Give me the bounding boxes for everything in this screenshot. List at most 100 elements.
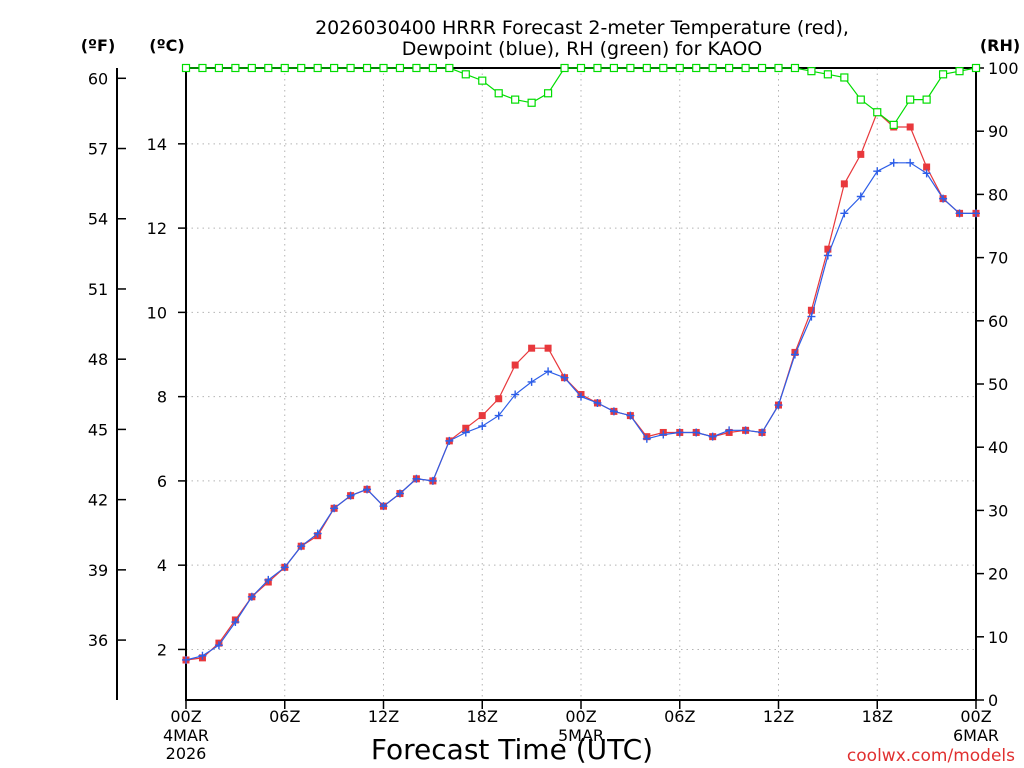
relative_humidity-point bbox=[725, 63, 734, 73]
dewpoint-point bbox=[972, 209, 980, 218]
dewpoint-point bbox=[840, 209, 849, 218]
dewpoint-point bbox=[675, 428, 684, 437]
dewpoint-point bbox=[247, 592, 256, 601]
dewpoint-point bbox=[692, 428, 701, 437]
celsius-tick-label: 6 bbox=[157, 472, 167, 491]
dewpoint-point bbox=[790, 350, 799, 359]
rh-tick-label: 50 bbox=[988, 375, 1008, 394]
celsius-tick-label: 14 bbox=[147, 135, 167, 154]
dewpoint-point bbox=[379, 502, 388, 511]
relative_humidity-point bbox=[708, 63, 717, 73]
relative_humidity-point bbox=[856, 95, 865, 104]
fahrenheit-unit-label: (ºF) bbox=[81, 36, 116, 55]
x-tick-label: 12Z bbox=[763, 707, 794, 726]
dewpoint-point bbox=[313, 529, 322, 538]
dewpoint-point bbox=[609, 407, 618, 416]
relative_humidity-point bbox=[362, 63, 372, 73]
relative_humidity-point bbox=[626, 63, 635, 73]
rh-tick-label: 100 bbox=[988, 59, 1019, 78]
relative_humidity-point bbox=[840, 73, 849, 82]
dewpoint-point bbox=[527, 377, 536, 386]
dewpoint-point bbox=[346, 491, 355, 500]
relative_humidity-point bbox=[478, 76, 487, 85]
dewpoint-point bbox=[758, 428, 767, 437]
celsius-tick-label: 2 bbox=[157, 640, 167, 659]
rh-tick-label: 30 bbox=[988, 501, 1008, 520]
temperature-point bbox=[923, 163, 931, 171]
rh-tick-label: 60 bbox=[988, 312, 1008, 331]
relative_humidity-point bbox=[280, 63, 289, 73]
relative_humidity-point bbox=[181, 63, 191, 73]
rh-tick-label: 0 bbox=[988, 691, 998, 710]
fahrenheit-tick-label: 48 bbox=[88, 350, 108, 369]
celsius-tick-label: 12 bbox=[147, 219, 167, 238]
relative_humidity-point bbox=[297, 63, 306, 73]
dewpoint-point bbox=[659, 430, 668, 439]
temperature-point bbox=[824, 245, 832, 253]
dewpoint-point bbox=[330, 504, 339, 513]
x-tick-label: 12Z bbox=[368, 707, 399, 726]
temperature-point bbox=[478, 412, 486, 420]
date-label: 4MAR bbox=[163, 726, 209, 745]
fahrenheit-tick-label: 57 bbox=[88, 140, 108, 159]
temperature-point bbox=[495, 395, 503, 403]
relative_humidity-point bbox=[346, 63, 355, 73]
fahrenheit-tick-label: 45 bbox=[88, 420, 108, 439]
fahrenheit-tick-label: 54 bbox=[88, 210, 108, 229]
celsius-tick-label: 8 bbox=[157, 388, 167, 407]
x-axis-title: Forecast Time (UTC) bbox=[371, 733, 653, 766]
dewpoint-point bbox=[445, 436, 454, 445]
dewpoint-point bbox=[461, 428, 470, 437]
relative_humidity-point bbox=[889, 120, 898, 129]
temperature-point bbox=[857, 150, 865, 158]
watermark: coolwx.com/models bbox=[847, 746, 1015, 766]
chart-title-line-2: Dewpoint (blue), RH (green) for KAOO bbox=[402, 38, 762, 60]
x-tick-label: 00Z bbox=[170, 707, 201, 726]
temperature-point bbox=[807, 306, 815, 314]
dewpoint-point bbox=[264, 575, 273, 584]
rh-tick-label: 40 bbox=[988, 438, 1008, 457]
x-tick-label: 00Z bbox=[960, 707, 991, 726]
relative_humidity-point bbox=[527, 98, 536, 107]
relative_humidity-point bbox=[971, 63, 981, 73]
relative_humidity-point bbox=[593, 63, 602, 73]
x-tick-label: 06Z bbox=[664, 707, 695, 726]
temperature-point bbox=[906, 123, 914, 131]
celsius-unit-label: (ºC) bbox=[149, 36, 184, 55]
relative_humidity-point bbox=[494, 89, 503, 98]
relative_humidity-point bbox=[543, 89, 553, 98]
rh-tick-label: 10 bbox=[988, 628, 1008, 647]
dewpoint-point bbox=[939, 194, 948, 203]
dewpoint-point bbox=[774, 401, 783, 410]
relative_humidity-point bbox=[231, 63, 240, 73]
dewpoint-point bbox=[642, 434, 651, 443]
fahrenheit-tick-label: 39 bbox=[88, 561, 108, 580]
temperature-point bbox=[544, 344, 552, 352]
dewpoint-point bbox=[873, 167, 882, 176]
dewpoint-point bbox=[412, 474, 421, 483]
relative_humidity-point bbox=[938, 70, 948, 79]
date-label: 5MAR bbox=[558, 726, 604, 745]
chart-title-line-1: 2026030400 HRRR Forecast 2-meter Tempera… bbox=[315, 17, 849, 39]
relative_humidity-point bbox=[445, 63, 454, 73]
relative_humidity-point bbox=[955, 67, 964, 76]
relative_humidity-point bbox=[692, 63, 701, 73]
dewpoint-point bbox=[231, 618, 240, 627]
temperature-point bbox=[462, 424, 470, 432]
dewpoint-point bbox=[577, 392, 585, 401]
celsius-tick-label: 10 bbox=[147, 303, 167, 322]
dewpoint-point bbox=[363, 485, 372, 494]
relative_humidity-point bbox=[659, 63, 668, 73]
relative_humidity-point bbox=[675, 63, 684, 73]
date-label: 2026 bbox=[166, 744, 207, 763]
rh-tick-label: 90 bbox=[988, 122, 1008, 141]
dewpoint-point bbox=[725, 426, 734, 435]
rh-unit-label: (RH) bbox=[980, 36, 1020, 55]
dewpoint-point bbox=[428, 476, 437, 485]
relative_humidity-point bbox=[906, 95, 915, 104]
temperature-point bbox=[840, 180, 848, 188]
dewpoint-point bbox=[741, 426, 750, 435]
dewpoint-point bbox=[823, 251, 832, 260]
